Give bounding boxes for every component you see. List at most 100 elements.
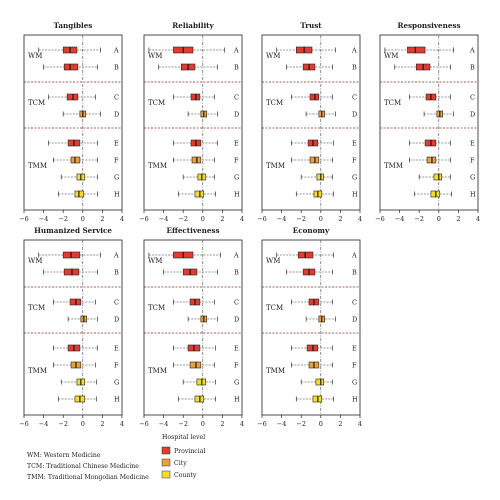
group-label-tcm: TCM (384, 99, 401, 107)
group-label-tmm: TMM (28, 162, 47, 170)
row-label-a: A (469, 47, 475, 55)
x-tick-label: 4 (120, 420, 124, 428)
x-tick-label: −6 (375, 215, 385, 223)
row-label-h: H (234, 191, 240, 199)
abbreviation-notes: WM: Western Medicine TCM: Traditional Ch… (27, 452, 149, 481)
x-tick-label: 0 (319, 215, 323, 223)
x-tick-label: 0 (81, 215, 85, 223)
group-label-tmm: TMM (266, 367, 285, 375)
group-label-tcm: TCM (148, 99, 165, 107)
row-label-a: A (113, 252, 119, 260)
box-g (315, 378, 325, 386)
box-g (433, 173, 443, 181)
row-label-b: B (234, 64, 239, 72)
row-label-c: C (234, 94, 239, 102)
x-tick-label: −6 (139, 215, 149, 223)
x-tick-label: −4 (159, 420, 169, 428)
panel-frame (261, 34, 361, 211)
row-label-f: F (114, 362, 119, 370)
x-tick-label: 4 (240, 420, 244, 428)
x-tick-label: −2 (58, 420, 68, 428)
row-label-g: G (470, 174, 475, 182)
row-label-a: A (351, 252, 357, 260)
panel-responsiveness: Responsiveness WM TCM TMM A B C D E F G H −6 −4 −2 0 2 4 (375, 21, 480, 223)
box-b (63, 63, 79, 71)
x-tick-label: 4 (358, 215, 362, 223)
panel-tangibles: Tangibles WM TCM TMM A B C D E F G H −6 −4 −2 0 2 4 (19, 21, 124, 223)
row-label-b: B (352, 64, 357, 72)
x-tick-label: 0 (201, 215, 205, 223)
row-label-h: H (352, 191, 358, 199)
legend-title: Hospital level (162, 434, 205, 441)
panel-frame (379, 34, 479, 211)
panel-effectiveness: Effectiveness WM TCM TMM A B C D E F G H −6 −4 −2 0 2 4 (139, 226, 244, 428)
x-tick-label: −6 (257, 420, 267, 428)
row-label-e: E (470, 140, 475, 148)
group-label-tmm: TMM (148, 162, 167, 170)
row-label-e: E (234, 345, 239, 353)
panel-trust: Trust WM TCM TMM A B C D E F G H −6 −4 −2 0 2 4 (257, 21, 362, 223)
box-a (407, 46, 426, 54)
x-tick-label: 2 (100, 420, 104, 428)
row-label-f: F (234, 157, 239, 165)
group-label-tmm: TMM (28, 367, 47, 375)
group-label-tcm: TCM (148, 304, 165, 312)
row-label-a: A (233, 252, 239, 260)
panel-title: Trust (300, 21, 322, 30)
x-tick-label: 4 (240, 215, 244, 223)
panel-title: Tangibles (54, 21, 93, 30)
row-label-c: C (352, 299, 357, 307)
x-tick-label: −4 (39, 420, 49, 428)
x-tick-label: 4 (358, 420, 362, 428)
row-label-g: G (234, 174, 239, 182)
x-tick-label: 0 (81, 420, 85, 428)
row-label-h: H (114, 191, 120, 199)
x-tick-label: −2 (58, 215, 68, 223)
panel-title: Economy (293, 226, 330, 235)
x-tick-label: −4 (159, 215, 169, 223)
x-tick-label: −6 (19, 420, 29, 428)
row-label-g: G (234, 379, 239, 387)
row-label-g: G (352, 174, 357, 182)
x-tick-label: −2 (296, 420, 306, 428)
row-label-e: E (114, 345, 119, 353)
x-tick-label: −2 (296, 215, 306, 223)
legend: Hospital level Provincial City County (161, 434, 205, 479)
panel-economy: Economy WM TCM TMM A B C D E F G H −6 −4 −2 0 2 4 (257, 226, 362, 428)
row-label-e: E (234, 140, 239, 148)
legend-label-provincial: Provincial (174, 448, 205, 455)
x-tick-label: −6 (257, 215, 267, 223)
panel-frame (23, 239, 123, 416)
group-label-wm: WM (384, 52, 398, 60)
group-label-tcm: TCM (266, 304, 283, 312)
row-label-b: B (470, 64, 475, 72)
group-label-wm: WM (266, 257, 280, 265)
panel-frame (143, 34, 243, 211)
row-label-c: C (470, 94, 475, 102)
panel-reliability: Reliability WM TCM TMM A B C D E F G H −6 −4 −2 0 2 4 (139, 21, 244, 223)
x-tick-label: −4 (39, 215, 49, 223)
row-label-h: H (470, 191, 476, 199)
row-label-h: H (234, 396, 240, 404)
x-tick-label: 0 (437, 215, 441, 223)
row-label-c: C (114, 299, 119, 307)
row-label-f: F (234, 362, 239, 370)
legend-label-county: County (174, 472, 197, 479)
row-label-b: B (352, 269, 357, 277)
x-tick-label: −2 (178, 420, 188, 428)
panel-title: Responsiveness (397, 21, 460, 30)
group-label-wm: WM (266, 52, 280, 60)
row-label-g: G (114, 379, 119, 387)
x-tick-label: 2 (100, 215, 104, 223)
abbrev-wm: WM: Western Medicine (27, 452, 101, 459)
panel-frame (143, 239, 243, 416)
x-tick-label: −6 (139, 420, 149, 428)
x-tick-label: −2 (178, 215, 188, 223)
row-label-e: E (352, 345, 357, 353)
x-tick-label: 2 (220, 215, 224, 223)
row-label-c: C (234, 299, 239, 307)
row-label-f: F (114, 157, 119, 165)
x-tick-label: 2 (338, 420, 342, 428)
row-label-h: H (352, 396, 358, 404)
